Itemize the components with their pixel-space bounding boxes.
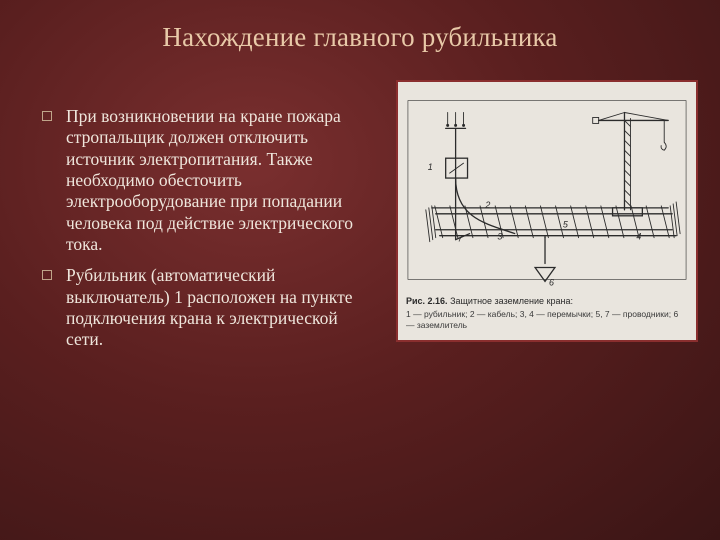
svg-text:3: 3 bbox=[497, 232, 502, 242]
bullet-text: При возникновении на кране пожара стропа… bbox=[66, 106, 353, 254]
figure-caption-prefix: Рис. 2.16. bbox=[406, 296, 448, 306]
bullet-list: При возникновении на кране пожара стропа… bbox=[36, 106, 364, 351]
slide: Нахождение главного рубильника При возни… bbox=[0, 0, 720, 540]
svg-text:1: 1 bbox=[428, 162, 433, 172]
figure-panel: 1234567 Рис. 2.16. Защитное заземление к… bbox=[396, 80, 698, 342]
svg-text:5: 5 bbox=[563, 220, 568, 230]
crane-grounding-diagram: 1234567 bbox=[398, 82, 696, 292]
bullet-text: Рубильник (автоматический выключатель) 1… bbox=[66, 265, 353, 349]
svg-text:2: 2 bbox=[484, 200, 490, 210]
slide-title: Нахождение главного рубильника bbox=[0, 22, 720, 53]
body-text-block: При возникновении на кране пожара стропа… bbox=[36, 106, 364, 361]
figure-caption-title: Рис. 2.16. Защитное заземление крана: bbox=[406, 296, 688, 307]
figure-caption: Рис. 2.16. Защитное заземление крана: 1 … bbox=[398, 292, 696, 331]
figure-caption-text: Защитное заземление крана: bbox=[450, 296, 573, 306]
svg-text:6: 6 bbox=[549, 277, 554, 287]
svg-text:4: 4 bbox=[636, 232, 641, 242]
figure-caption-legend: 1 — рубильник; 2 — кабель; 3, 4 — перемы… bbox=[406, 309, 688, 330]
bullet-item: При возникновении на кране пожара стропа… bbox=[36, 106, 364, 255]
bullet-item: Рубильник (автоматический выключатель) 1… bbox=[36, 265, 364, 350]
